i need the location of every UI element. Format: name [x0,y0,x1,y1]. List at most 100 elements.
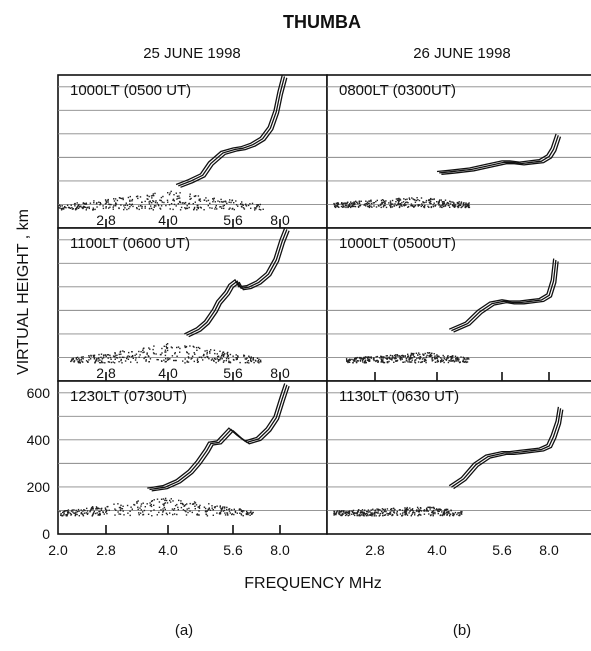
noise-point [428,513,430,515]
echo-trace [448,258,555,330]
noise-point [401,205,403,207]
noise-point [384,201,386,203]
noise-point [356,512,358,514]
noise-point [454,511,457,514]
noise-point [59,510,61,513]
noise-point [468,358,470,360]
noise-point [212,514,214,516]
noise-point [156,202,158,204]
noise-point [398,197,400,200]
noise-point [80,359,82,361]
noise-point [368,358,371,360]
noise-point [456,358,459,361]
noise-point [353,205,355,208]
noise-point [438,204,440,206]
noise-point [223,200,225,203]
echo-trace [188,230,290,338]
noise-point [119,509,122,511]
noise-point [408,512,410,514]
noise-point [417,205,419,207]
noise-point [123,351,125,353]
noise-point [137,500,139,502]
noise-point [349,203,351,205]
noise-point [237,355,239,357]
noise-point [363,515,365,517]
noise-point [244,362,247,364]
noise-point [221,353,223,355]
noise-point [387,513,390,515]
noise-point [336,202,338,205]
noise-point [346,359,348,361]
noise-point [232,355,234,357]
panel-6: 1130LT (0630 UT) [326,380,591,535]
noise-point [441,204,443,207]
noise-point [352,359,355,361]
noise-point [152,193,154,195]
noise-point [200,356,202,358]
noise-point [437,201,440,203]
noise-point [169,208,171,210]
noise-point [414,359,416,361]
noise-point [91,507,93,509]
noise-point [337,203,340,205]
panel-label: 1130LT (0630 UT) [339,388,459,405]
noise-point [176,346,178,349]
noise-point [452,201,454,203]
noise-point [250,357,252,359]
noise-point [382,361,384,363]
noise-point [452,512,454,514]
noise-point [334,513,337,515]
noise-point [141,201,143,203]
noise-point [93,354,96,356]
noise-point [360,514,363,516]
noise-point [419,509,422,512]
column-a-date: 25 JUNE 1998 [143,45,241,62]
noise-point [219,506,221,508]
noise-point [136,195,139,197]
noise-point [393,357,395,359]
noise-point [423,509,425,512]
noise-point [82,202,84,204]
noise-point [136,207,138,209]
noise-point [444,508,446,511]
noise-point [234,510,237,512]
noise-point [392,513,394,516]
noise-point [235,204,238,206]
noise-point [109,206,111,208]
noise-point [439,199,441,201]
noise-point [79,359,81,361]
noise-point [414,205,416,207]
noise-point [217,356,219,358]
noise-point [208,358,210,360]
noise-point [118,197,121,199]
noise-point [354,360,356,362]
noise-point [165,204,167,207]
noise-point [189,195,191,198]
noise-point [361,509,364,511]
noise-point [138,208,140,211]
noise-point [178,195,180,197]
noise-point [449,206,451,208]
noise-point [335,205,338,207]
noise-point [387,514,389,516]
noise-point [226,506,228,509]
noise-point [185,514,188,516]
noise-point [228,361,230,364]
noise-point [426,507,428,509]
noise-point [341,202,343,204]
noise-point [401,354,404,357]
noise-point [369,511,371,513]
noise-point [131,203,133,205]
noise-point [375,511,377,514]
noise-point [432,506,435,509]
noise-point [422,201,424,204]
caption-a: (a) [175,622,193,639]
noise-point [157,359,159,361]
noise-point [151,197,153,199]
noise-point [68,207,70,209]
noise-point [370,205,372,207]
noise-point [153,353,155,355]
noise-point [209,509,212,511]
noise-point [219,358,222,360]
noise-point [220,206,222,208]
